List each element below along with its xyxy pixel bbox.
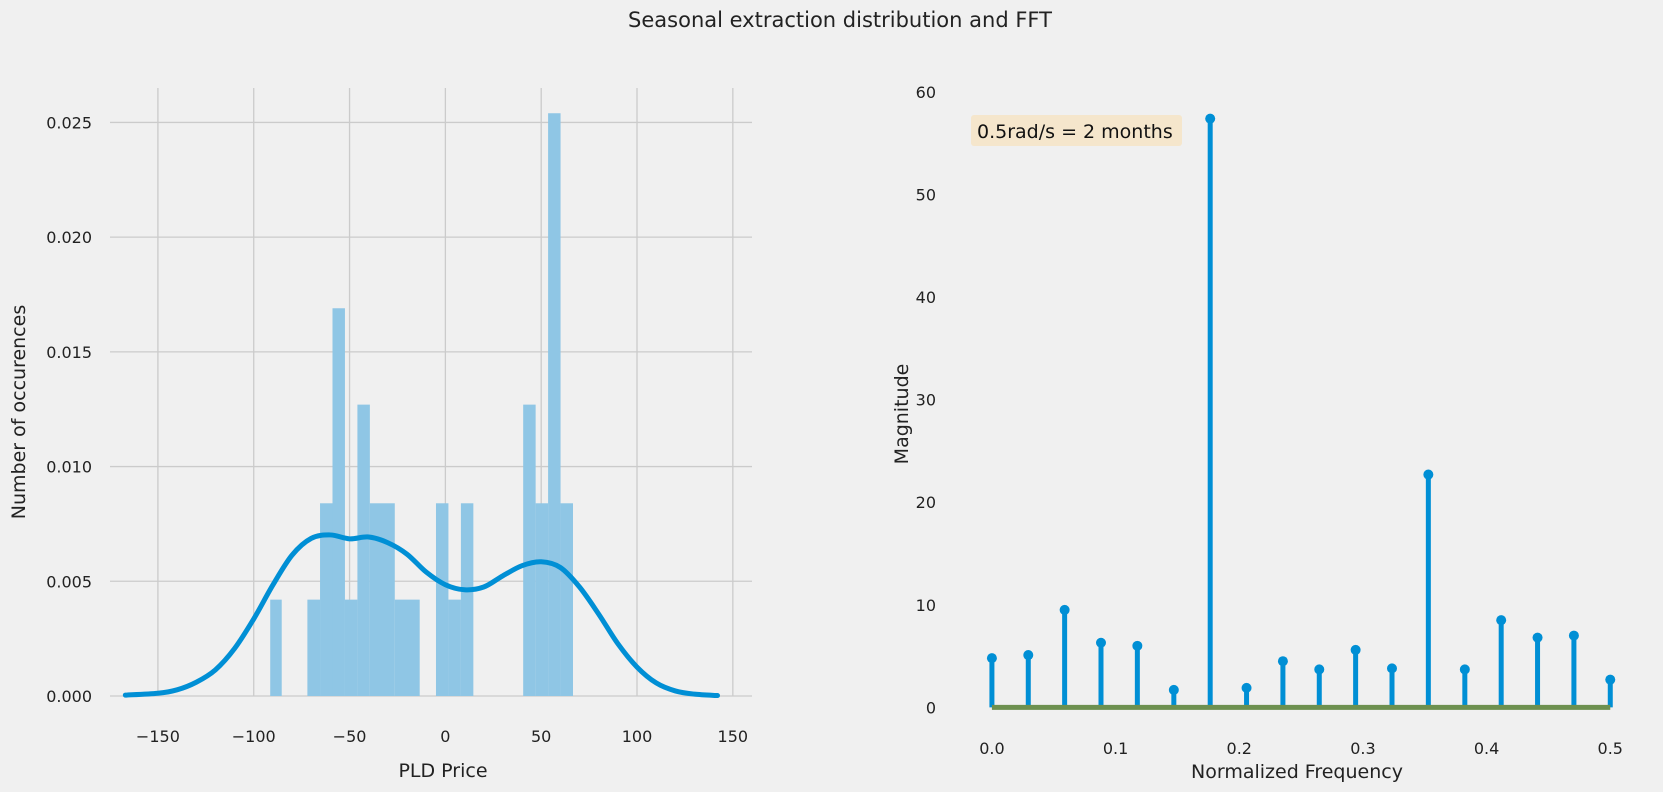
histogram-bar bbox=[369, 503, 395, 696]
histogram-bar bbox=[357, 404, 370, 696]
fft-x-tick-label: 0.4 bbox=[1474, 739, 1499, 758]
fft-stem-chart: 0.0 0.1 0.2 0.3 0.4 0.5 0 10 20 30 40 50 60 0.5rad/… bbox=[891, 83, 1623, 783]
fft-stem-marker bbox=[1350, 644, 1361, 655]
fft-y-tick-label: 40 bbox=[916, 288, 936, 307]
histogram-y-tick-labels: 0.000 0.005 0.010 0.015 0.020 0.025 bbox=[46, 113, 92, 706]
histogram-bar bbox=[394, 599, 420, 696]
fft-stem-marker bbox=[1168, 684, 1179, 695]
fft-y-axis-label: Magnitude bbox=[891, 364, 913, 465]
fft-stem-marker bbox=[1023, 650, 1034, 661]
histogram-bar bbox=[435, 503, 449, 696]
fft-stem-marker bbox=[1532, 632, 1543, 643]
histogram-bar bbox=[270, 599, 282, 696]
histogram-grid bbox=[110, 88, 752, 697]
histogram-bar bbox=[344, 599, 358, 696]
histogram-y-tick-label: 0.005 bbox=[46, 572, 92, 591]
fft-markers bbox=[986, 113, 1616, 695]
fft-annotation: 0.5rad/s = 2 months bbox=[971, 115, 1182, 146]
histogram-x-tick-label: −50 bbox=[333, 727, 367, 746]
fft-x-tick-label: 0.2 bbox=[1227, 739, 1252, 758]
fft-stem-marker bbox=[1095, 637, 1106, 648]
fft-stem-marker bbox=[1423, 469, 1434, 480]
fft-y-tick-label: 60 bbox=[916, 83, 936, 102]
fft-stem-marker bbox=[1568, 630, 1579, 641]
fft-y-tick-label: 30 bbox=[916, 391, 936, 410]
histogram-x-tick-label: −100 bbox=[232, 727, 276, 746]
histogram-x-tick-label: 50 bbox=[531, 727, 551, 746]
fft-stem-marker bbox=[1132, 640, 1143, 651]
fft-stems bbox=[989, 118, 1613, 708]
fft-y-tick-label: 10 bbox=[916, 596, 936, 615]
fft-x-tick-label: 0.1 bbox=[1103, 739, 1128, 758]
histogram-y-tick-label: 0.000 bbox=[46, 687, 92, 706]
histogram-y-axis-label: Number of occurences bbox=[8, 305, 30, 519]
fft-x-tick-label: 0.0 bbox=[979, 739, 1004, 758]
fft-annotation-box bbox=[971, 115, 1182, 146]
fft-y-tick-label: 0 bbox=[926, 698, 936, 717]
histogram-x-tick-label: 150 bbox=[718, 727, 749, 746]
histogram-bar bbox=[560, 503, 574, 696]
fft-stem-marker bbox=[1386, 663, 1397, 674]
fft-annotation-text: 0.5rad/s = 2 months bbox=[977, 121, 1173, 143]
histogram-x-axis-label: PLD Price bbox=[398, 760, 487, 782]
histogram-bar bbox=[332, 308, 345, 696]
histogram-x-tick-labels: −150 −100 −50 0 50 100 150 bbox=[136, 727, 748, 746]
kde-curve bbox=[122, 532, 721, 699]
histogram-x-tick-label: 100 bbox=[622, 727, 653, 746]
histogram-y-tick-label: 0.025 bbox=[46, 113, 92, 132]
fft-stem-marker bbox=[1059, 604, 1070, 615]
fft-stem-marker bbox=[1205, 113, 1216, 124]
fft-stem-marker bbox=[1459, 664, 1470, 675]
histogram-bar bbox=[448, 599, 461, 696]
fft-y-tick-label: 50 bbox=[916, 186, 936, 205]
histogram-bar bbox=[535, 503, 549, 696]
histogram-chart: −150 −100 −50 0 50 100 150 0.000 0.005 0.010 0.01… bbox=[8, 88, 752, 782]
fft-stem-marker bbox=[1605, 674, 1616, 685]
histogram-bar bbox=[548, 113, 561, 697]
fft-stem-marker bbox=[1314, 664, 1325, 675]
figure-title: Seasonal extraction distribution and FFT bbox=[628, 8, 1052, 32]
fft-stem-marker bbox=[1496, 615, 1507, 626]
fft-x-tick-label: 0.5 bbox=[1598, 739, 1623, 758]
histogram-y-tick-label: 0.010 bbox=[46, 458, 92, 477]
fft-x-tick-labels: 0.0 0.1 0.2 0.3 0.4 0.5 bbox=[979, 739, 1623, 758]
histogram-bar bbox=[307, 599, 321, 696]
fft-y-tick-label: 20 bbox=[916, 493, 936, 512]
histogram-x-tick-label: −150 bbox=[136, 727, 180, 746]
fft-stem-marker bbox=[1241, 682, 1252, 693]
histogram-x-tick-label: 0 bbox=[440, 727, 450, 746]
fft-stem-marker bbox=[986, 653, 997, 664]
histogram-bar bbox=[320, 503, 333, 696]
fft-x-axis-label: Normalized Frequency bbox=[1191, 761, 1403, 783]
fft-x-tick-label: 0.3 bbox=[1350, 739, 1375, 758]
histogram-y-tick-label: 0.020 bbox=[46, 228, 92, 247]
fft-stem-marker bbox=[1277, 656, 1288, 667]
histogram-y-tick-label: 0.015 bbox=[46, 343, 92, 362]
histogram-bar bbox=[460, 503, 474, 696]
fft-y-tick-labels: 0 10 20 30 40 50 60 bbox=[916, 83, 936, 717]
histogram-bar bbox=[523, 404, 536, 696]
